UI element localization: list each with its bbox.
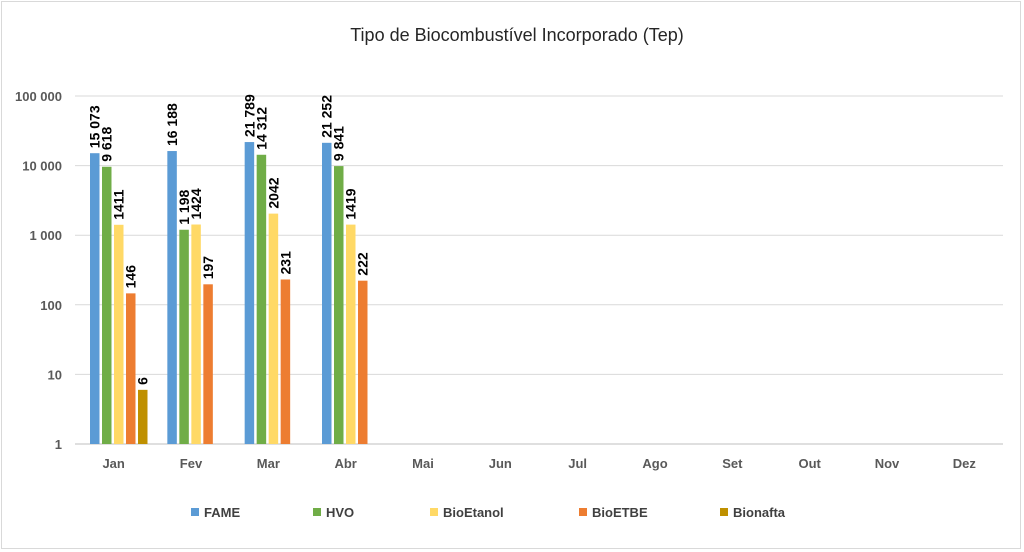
x-tick-label: Ago (642, 456, 667, 471)
x-tick-label: Mai (412, 456, 434, 471)
bar-bioetanol-mar (268, 213, 279, 444)
data-label: 146 (123, 265, 139, 289)
data-label: 1411 (111, 189, 127, 220)
data-label: 6 (135, 377, 151, 385)
data-label: 231 (277, 251, 293, 275)
chart-title: Tipo de Biocombustível Incorporado (Tep) (350, 25, 684, 45)
y-tick-label: 1 (55, 437, 62, 452)
legend-label: BioETBE (592, 505, 648, 520)
data-label: 15 073 (87, 105, 103, 148)
x-tick-label: Mar (257, 456, 280, 471)
x-tick-label: Set (722, 456, 743, 471)
x-tick-label: Abr (334, 456, 356, 471)
gridlines (75, 95, 1003, 445)
legend-label: Bionafta (733, 505, 786, 520)
legend-swatch-bioetanol (430, 508, 438, 516)
y-tick-label: 10 (48, 367, 62, 382)
x-tick-label: Out (798, 456, 821, 471)
x-tick-label: Jul (568, 456, 587, 471)
bar-fame-abr (322, 142, 332, 444)
bar-fame-jan (90, 153, 100, 444)
legend-swatch-fame (191, 508, 199, 516)
x-tick-label: Jun (489, 456, 512, 471)
legend-swatch-bioetbe (579, 508, 587, 516)
x-axis: Jan Fev Mar Abr Mai Jun Jul Ago Set Out Nov Dez (102, 456, 976, 471)
legend-swatch-hvo (313, 508, 321, 516)
data-label: 9 841 (331, 126, 347, 161)
bar-bionafta-jan (138, 389, 148, 444)
y-tick-label: 1 000 (29, 228, 62, 243)
legend-label: HVO (326, 505, 354, 520)
bar-bioetanol-abr (346, 224, 356, 444)
data-label: 16 188 (164, 103, 180, 146)
bar-bioetbe-mar (280, 279, 291, 444)
data-label: 21 252 (319, 95, 335, 138)
bars (90, 142, 368, 445)
bar-bioetanol-jan (114, 224, 124, 444)
data-label: 197 (200, 256, 216, 280)
legend-swatch-bionafta (720, 508, 728, 516)
data-label: 9 618 (99, 127, 115, 162)
data-label: 1419 (343, 188, 359, 219)
data-label: 2042 (265, 177, 281, 208)
bar-fame-mar (244, 142, 255, 444)
bar-bioetanol-fev (191, 224, 201, 444)
x-tick-label: Nov (875, 456, 900, 471)
bar-bioetbe-jan (126, 293, 136, 444)
y-tick-label: 100 (40, 298, 62, 313)
data-label: 222 (355, 252, 371, 276)
x-tick-label: Dez (953, 456, 977, 471)
y-axis: 1 10 100 1 000 10 000 100 000 (15, 89, 62, 452)
bar-hvo-abr (334, 166, 344, 444)
data-label: 14 312 (253, 107, 269, 150)
legend: FAME HVO BioEtanol BioETBE Bionafta (191, 505, 786, 520)
data-label: 21 789 (241, 94, 257, 137)
y-tick-label: 100 000 (15, 89, 62, 104)
data-label: 1424 (188, 188, 204, 219)
data-label: 1 198 (176, 189, 192, 224)
bar-bioetbe-fev (203, 284, 213, 444)
bar-fame-fev (167, 151, 177, 444)
bar-hvo-fev (179, 229, 189, 444)
x-tick-label: Jan (102, 456, 124, 471)
legend-label: BioEtanol (443, 505, 504, 520)
bar-hvo-mar (256, 154, 267, 445)
y-tick-label: 10 000 (22, 159, 62, 174)
bar-bioetbe-abr (358, 280, 368, 444)
x-tick-label: Fev (180, 456, 203, 471)
legend-label: FAME (204, 505, 240, 520)
bar-hvo-jan (102, 166, 112, 445)
